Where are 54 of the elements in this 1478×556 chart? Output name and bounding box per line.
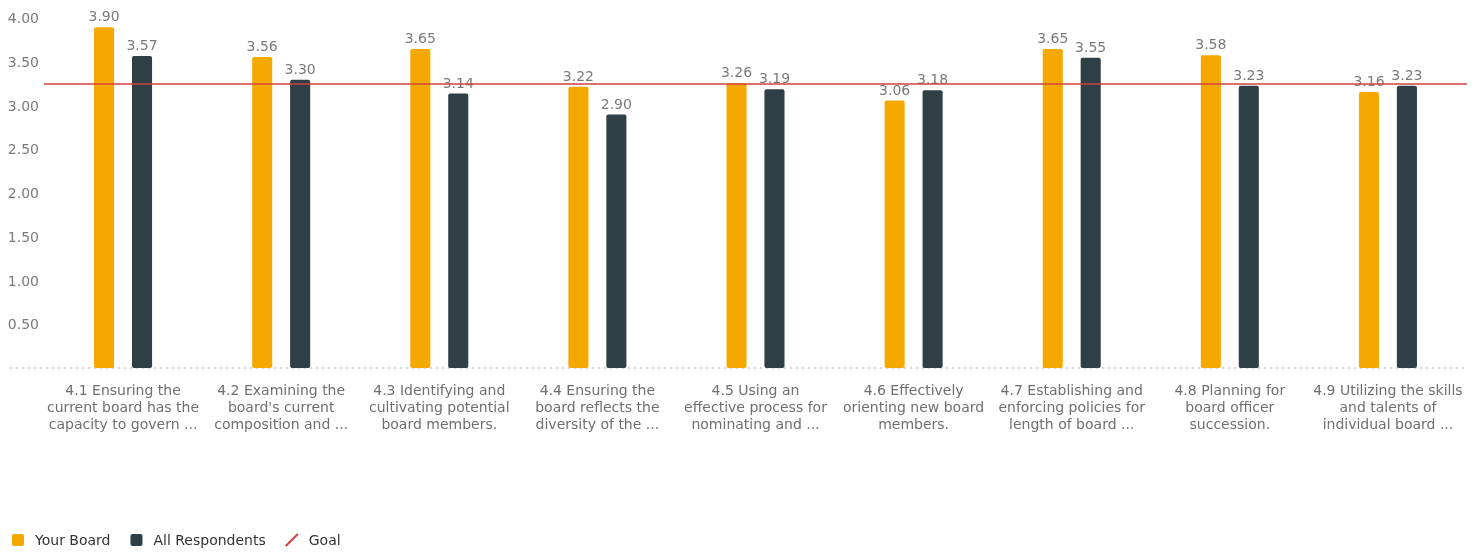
- bar: [94, 27, 115, 368]
- data-label: 3.58: [1195, 36, 1227, 53]
- bar: [1042, 49, 1063, 368]
- data-label: 2.90: [600, 95, 632, 112]
- data-label: 3.57: [126, 37, 158, 54]
- legend-label: Your Board: [34, 532, 111, 548]
- y-tick-label: 1.50: [7, 228, 39, 245]
- bar: [290, 79, 311, 368]
- bar: [1080, 57, 1101, 368]
- bar: [1200, 55, 1221, 368]
- x-tick-label: 4.4 Ensuring the board reflects the diversity of the ...: [535, 382, 660, 432]
- bar: [726, 83, 747, 368]
- x-tick-label: 4.9 Utilizing the skills and talents of individual board ...: [1313, 382, 1463, 432]
- legend-label: All Respondents: [153, 532, 266, 548]
- bar: [764, 89, 785, 368]
- x-tick-label: 4.8 Planning for board officer succession.: [1174, 382, 1286, 432]
- data-label: 3.90: [88, 8, 120, 25]
- bar: [131, 56, 153, 368]
- bar: [448, 93, 469, 368]
- y-tick-label: 2.50: [7, 141, 39, 158]
- data-label: 3.23: [1233, 66, 1265, 83]
- bar: [1396, 85, 1417, 368]
- data-label: 3.06: [879, 81, 911, 98]
- data-label: 3.56: [246, 37, 278, 54]
- data-label: 3.19: [758, 70, 791, 87]
- y-tick-label: 1.00: [7, 272, 39, 289]
- bar: [922, 90, 943, 368]
- x-tick-label: 4.3 Identifying and cultivating potential board members.: [368, 382, 510, 432]
- data-label: 3.65: [1037, 30, 1069, 47]
- y-tick-label: 3.50: [7, 54, 39, 71]
- bar: [1238, 85, 1259, 368]
- data-label: 3.18: [917, 71, 949, 88]
- bar: [252, 56, 273, 368]
- x-tick-label: 4.2 Examining the board's current composition and ...: [214, 382, 349, 432]
- data-label: 3.30: [284, 60, 316, 77]
- data-label: 3.23: [1391, 66, 1423, 83]
- x-tick-label: 4.6 Effectively orienting new board members.: [843, 382, 985, 432]
- y-tick-label: 2.00: [7, 185, 39, 202]
- legend-label: Goal: [308, 532, 341, 548]
- bar: [884, 100, 905, 368]
- x-tick-label: 4.5 Using an effective process for nominating and ...: [684, 382, 828, 432]
- data-label: 3.65: [404, 30, 436, 47]
- data-label: 3.22: [562, 67, 594, 84]
- data-label: 3.55: [1075, 38, 1107, 55]
- y-tick-label: 3.00: [7, 97, 39, 114]
- y-tick-label: 0.50: [7, 316, 39, 333]
- bar: [410, 49, 431, 368]
- x-tick-label: 4.7 Establishing and enforcing policies for length of board ...: [998, 382, 1146, 432]
- y-tick-label: 4.00: [7, 10, 39, 27]
- bar: [568, 86, 589, 368]
- data-label: 3.26: [720, 64, 753, 81]
- bar: [1358, 91, 1380, 368]
- x-tick-label: 4.1 Ensuring the current board has the capacity to govern ...: [47, 382, 200, 432]
- bar: [606, 114, 627, 368]
